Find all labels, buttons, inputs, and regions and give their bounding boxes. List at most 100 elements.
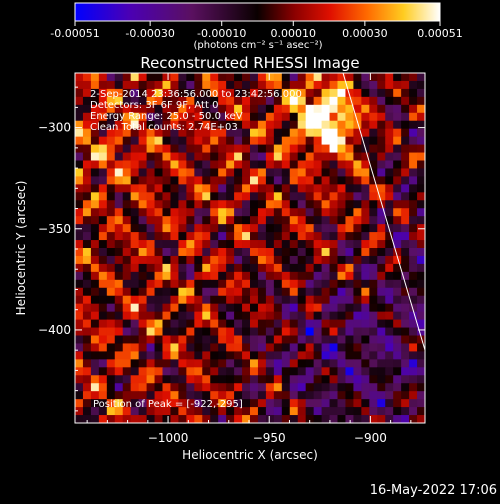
heatmap-cell: [82, 224, 92, 233]
heatmap-cell: [218, 271, 227, 281]
heatmap-cell: [106, 168, 116, 177]
heatmap-cell: [194, 311, 203, 321]
heatmap-cell: [194, 176, 203, 185]
heatmap-cell: [377, 120, 386, 130]
heatmap-cell: [321, 391, 331, 400]
heatmap-cell: [329, 224, 339, 233]
heatmap-cell: [353, 80, 362, 90]
heatmap-cell: [409, 192, 418, 201]
heatmap-cell: [75, 407, 84, 416]
heatmap-cell: [178, 152, 187, 162]
heatmap-cell: [122, 192, 132, 201]
heatmap-cell: [281, 112, 291, 122]
heatmap-cell: [154, 375, 164, 384]
heatmap-cell: [361, 200, 370, 209]
heatmap-cell: [226, 319, 235, 329]
heatmap-cell: [353, 255, 362, 265]
heatmap-cell: [409, 104, 418, 114]
heatmap-cell: [305, 168, 315, 177]
heatmap-cell: [297, 295, 307, 305]
heatmap-cell: [393, 192, 402, 201]
heatmap-cell: [202, 351, 211, 360]
heatmap-cell: [75, 160, 84, 170]
heatmap-cell: [162, 224, 172, 233]
heatmap-cell: [146, 160, 156, 170]
heatmap-cell: [377, 80, 386, 90]
heatmap-cell: [417, 80, 425, 90]
heatmap-cell: [385, 279, 394, 289]
heatmap-cell: [90, 255, 100, 265]
heatmap-cell: [210, 335, 219, 345]
heatmap-cell: [210, 184, 219, 193]
heatmap-cell: [75, 136, 84, 146]
heatmap-cell: [273, 327, 283, 337]
heatmap-cell: [353, 287, 362, 297]
heatmap-cell: [202, 96, 211, 106]
heatmap-cell: [377, 311, 386, 321]
heatmap-cell: [417, 248, 425, 257]
heatmap-cell: [75, 303, 84, 313]
heatmap-cell: [377, 88, 386, 98]
heatmap-cell: [106, 152, 116, 162]
heatmap-cell: [226, 200, 235, 209]
heatmap-cell: [305, 136, 315, 146]
heatmap-cell: [250, 208, 259, 217]
heatmap-cell: [194, 383, 203, 392]
heatmap-cell: [98, 271, 108, 281]
heatmap-cell: [329, 152, 339, 162]
heatmap-cell: [385, 80, 394, 90]
heatmap-cell: [409, 96, 418, 106]
heatmap-cell: [369, 391, 378, 400]
heatmap-cell: [385, 176, 394, 185]
heatmap-cell: [257, 407, 267, 416]
heatmap-cell: [170, 208, 179, 217]
heatmap-cell: [138, 80, 148, 90]
heatmap-cell: [202, 303, 211, 313]
heatmap-cell: [218, 208, 227, 217]
heatmap-cell: [289, 152, 299, 162]
heatmap-cell: [194, 104, 203, 114]
heatmap-cell: [226, 367, 235, 376]
heatmap-cell: [114, 152, 124, 162]
heatmap-cell: [289, 160, 299, 170]
heatmap-cell: [90, 248, 100, 257]
footer-timestamp: 16-May-2022 17:06: [370, 483, 497, 498]
heatmap-cell: [409, 240, 418, 249]
annotation-energy-range: Energy Range: 25.0 - 50.0 keV: [90, 111, 243, 122]
heatmap-cell: [393, 120, 402, 130]
heatmap-cell: [377, 136, 386, 146]
heatmap-cell: [321, 112, 331, 122]
heatmap-cell: [289, 327, 299, 337]
heatmap-cell: [162, 152, 172, 162]
heatmap-cell: [409, 73, 418, 82]
heatmap-cell: [289, 96, 299, 106]
heatmap-cell: [106, 287, 116, 297]
heatmap-cell: [138, 295, 148, 305]
heatmap-cell: [114, 128, 124, 138]
heatmap-cell: [281, 240, 291, 249]
heatmap-cell: [194, 192, 203, 201]
heatmap-cell: [321, 255, 331, 265]
heatmap-cell: [273, 168, 283, 177]
heatmap-cell: [114, 359, 124, 368]
heatmap-cell: [138, 160, 148, 170]
heatmap-cell: [82, 96, 92, 106]
heatmap-cell: [329, 144, 339, 154]
heatmap-cell: [385, 192, 394, 201]
heatmap-cell: [353, 311, 362, 321]
heatmap-cell: [409, 112, 418, 122]
heatmap-cell: [385, 407, 394, 416]
heatmap-cell: [130, 240, 140, 249]
heatmap-cell: [114, 311, 124, 321]
heatmap-cell: [218, 327, 227, 337]
heatmap-cell: [202, 391, 211, 400]
heatmap-cell: [106, 144, 116, 154]
heatmap-cell: [401, 375, 410, 384]
heatmap-cell: [417, 88, 425, 98]
heatmap-cell: [138, 255, 148, 265]
heatmap-cell: [369, 319, 378, 329]
heatmap-cell: [82, 383, 92, 392]
heatmap-cell: [417, 200, 425, 209]
heatmap-cell: [90, 327, 100, 337]
heatmap-cell: [321, 303, 331, 313]
